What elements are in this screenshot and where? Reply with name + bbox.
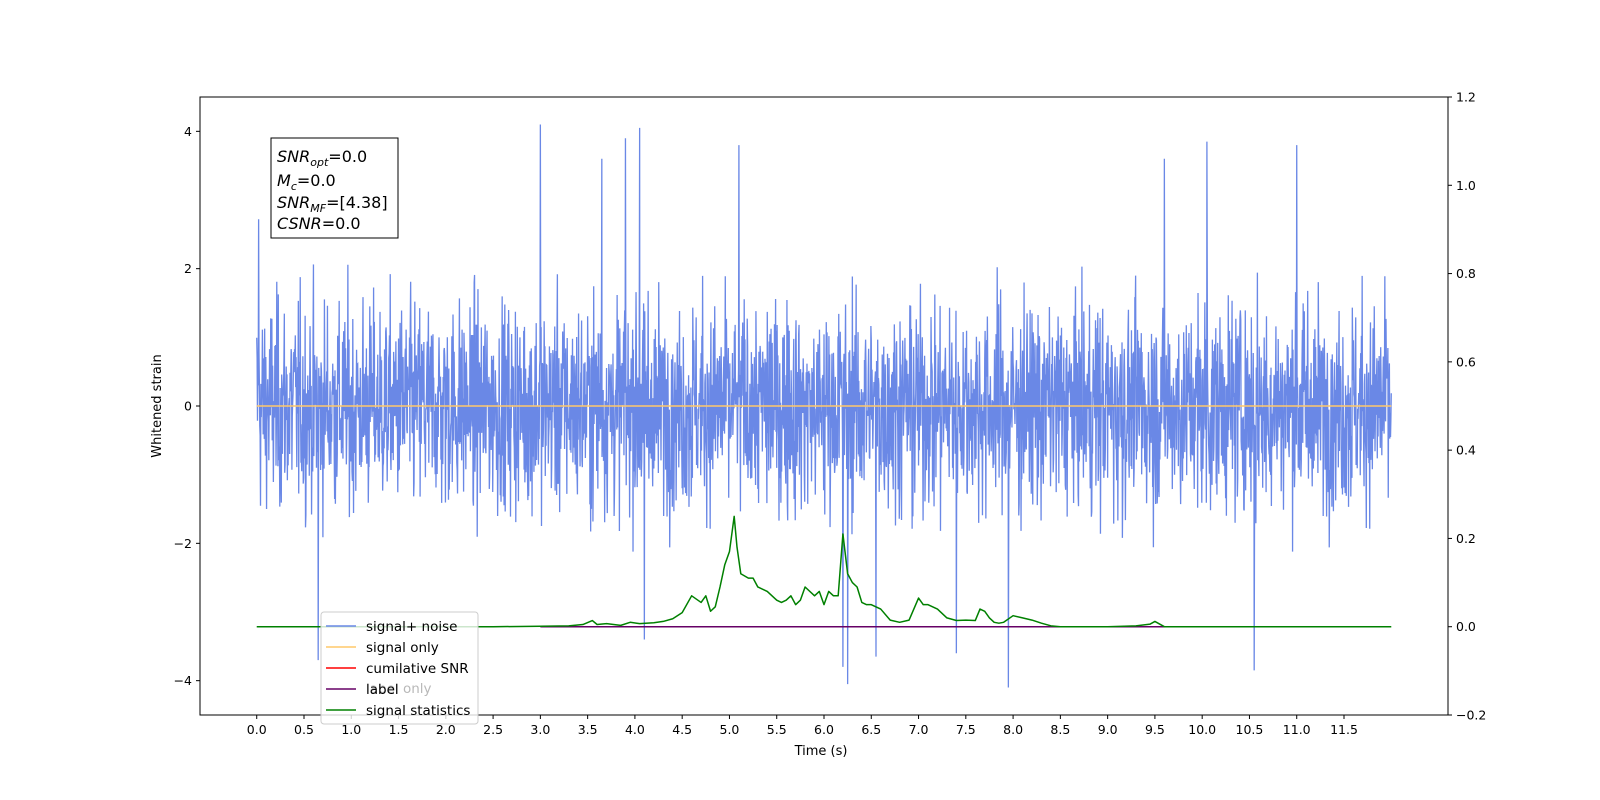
- x-tick-label: 11.0: [1283, 722, 1311, 737]
- x-tick-label: 8.0: [1003, 722, 1023, 737]
- plot-area: [256, 124, 1392, 688]
- annotation-subscript: opt: [310, 156, 329, 169]
- x-tick-label: 7.0: [909, 722, 929, 737]
- x-axis: 0.0 0.5 1.0 1.5 2.0 2.5 3.0 3.5 4.0 4.5 5.0 5.5 6.0 6…: [247, 715, 1358, 737]
- y-tick-label: 2: [184, 261, 192, 276]
- x-tick-label: 5.0: [720, 722, 740, 737]
- annotation-symbol: SNR: [277, 193, 310, 212]
- annotation-subscript: c: [291, 180, 297, 193]
- legend-label: signal only: [366, 640, 439, 656]
- x-tick-label: 4.5: [672, 722, 692, 737]
- x-tick-label: 9.5: [1145, 722, 1165, 737]
- x-tick-label: 11.5: [1330, 722, 1358, 737]
- y2-tick-label: 1.2: [1456, 90, 1476, 105]
- legend-frame: [320, 611, 479, 725]
- legend-label: signal statistics: [366, 703, 470, 719]
- annotation-symbol: SNR: [277, 147, 310, 166]
- annotation-line: Mc=0.0: [277, 171, 336, 193]
- x-tick-label: 8.5: [1050, 722, 1070, 737]
- x-tick-label: 7.5: [956, 722, 976, 737]
- annotation-value: =0.0: [322, 214, 361, 233]
- y-axis-label: Whitened strain: [150, 354, 165, 457]
- x-tick-label: 0.0: [247, 722, 267, 737]
- x-tick-label: 5.5: [767, 722, 787, 737]
- x-tick-label: 3.5: [578, 722, 598, 737]
- series-signal-statistics: [256, 515, 1392, 628]
- annotation-line: CSNR=0.0: [277, 214, 361, 233]
- x-axis-label: Time (s): [794, 744, 848, 759]
- legend-label: cumilative SNR: [366, 661, 469, 677]
- y2-tick-label: −0.2: [1456, 708, 1486, 723]
- annotation-line: SNRMF=[4.38]: [277, 193, 388, 215]
- y-tick-label: 4: [184, 124, 192, 139]
- x-tick-label: 1.5: [389, 722, 409, 737]
- annotation-symbol: M: [277, 171, 291, 190]
- y2-tick-label: 0.0: [1456, 619, 1476, 634]
- annotation-value: =[4.38]: [326, 193, 388, 212]
- x-tick-label: 2.5: [483, 722, 503, 737]
- y-axis-left: −4 −2 0 2 4: [174, 124, 200, 688]
- series-signal-plus-noise: [256, 124, 1392, 688]
- y-tick-label: −4: [174, 673, 192, 688]
- annotation-symbol: CSNR: [277, 214, 322, 233]
- legend-ghost-text: label only: [366, 681, 432, 697]
- y2-tick-label: 1.0: [1456, 178, 1476, 193]
- x-tick-label: 0.5: [294, 722, 314, 737]
- annotation-value: =0.0: [297, 171, 336, 190]
- x-tick-label: 1.0: [341, 722, 361, 737]
- x-tick-label: 6.0: [814, 722, 834, 737]
- x-tick-label: 9.0: [1098, 722, 1118, 737]
- x-tick-label: 6.5: [861, 722, 881, 737]
- x-tick-label: 2.0: [436, 722, 456, 737]
- y-tick-label: 0: [184, 399, 192, 414]
- y2-tick-label: 0.2: [1456, 531, 1476, 546]
- x-tick-label: 10.5: [1236, 722, 1264, 737]
- annotation-subscript: MF: [310, 202, 326, 215]
- annotation-frame: [270, 137, 399, 239]
- y2-tick-label: 0.4: [1456, 443, 1476, 458]
- y-axis-right: −0.2 0.0 0.2 0.4 0.6 0.8 1.0 1.2: [1448, 90, 1486, 723]
- annotation-line: SNRopt=0.0: [277, 147, 367, 169]
- series-layer: [256, 124, 1392, 688]
- y2-tick-label: 0.6: [1456, 354, 1476, 369]
- y-tick-label: −2: [174, 536, 192, 551]
- legend-label: signal+ noise: [366, 619, 457, 635]
- legend: label only signal+ noise signal only cumila…: [320, 611, 479, 725]
- x-tick-label: 3.0: [530, 722, 550, 737]
- annotation-value: =0.0: [328, 147, 367, 166]
- legend-label: label: [366, 682, 399, 698]
- y2-tick-label: 0.8: [1456, 266, 1476, 281]
- x-tick-label: 10.0: [1188, 722, 1216, 737]
- x-tick-label: 4.0: [625, 722, 645, 737]
